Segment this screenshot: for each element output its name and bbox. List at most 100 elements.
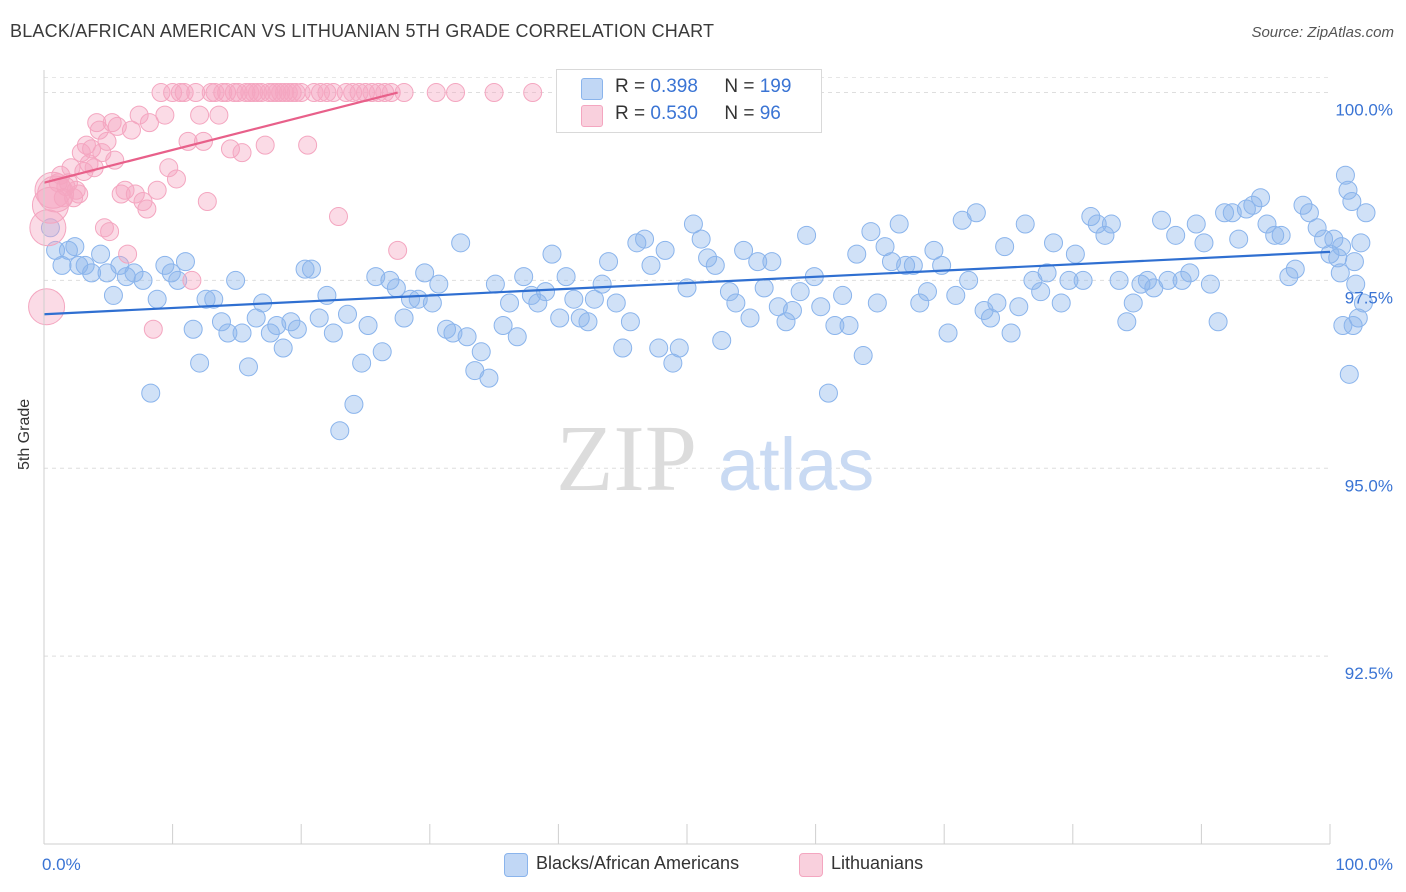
- point-blacks: [1356, 203, 1376, 223]
- point-lithuanians: [426, 83, 446, 103]
- point-blacks: [881, 252, 901, 272]
- point-lithuanians: [28, 288, 66, 326]
- stats-text-lithuanians: R = 0.530 N = 96: [615, 103, 791, 125]
- point-lithuanians: [64, 188, 84, 208]
- point-lithuanians: [105, 150, 125, 170]
- point-blacks: [705, 255, 725, 275]
- point-blacks: [218, 323, 238, 343]
- point-blacks: [599, 252, 619, 272]
- point-lithuanians: [66, 180, 86, 200]
- point-blacks: [273, 338, 293, 358]
- point-lithuanians: [163, 83, 183, 103]
- trend-line-blacks: [43, 250, 1331, 316]
- watermark-atlas: atlas: [718, 423, 874, 506]
- point-lithuanians: [76, 135, 96, 155]
- point-blacks: [260, 323, 280, 343]
- point-lithuanians: [209, 105, 229, 125]
- point-lithuanians: [139, 113, 159, 133]
- point-blacks: [422, 293, 442, 313]
- point-blacks: [776, 312, 796, 332]
- r-label: R =: [615, 103, 646, 124]
- point-lithuanians: [79, 154, 99, 174]
- point-lithuanians: [111, 184, 131, 204]
- point-lithuanians: [228, 83, 248, 103]
- point-lithuanians: [121, 120, 141, 140]
- point-lithuanians: [82, 139, 102, 159]
- point-blacks: [1051, 293, 1071, 313]
- point-blacks: [669, 338, 689, 358]
- stats-swatch-blacks: [581, 78, 603, 100]
- point-blacks: [91, 244, 111, 264]
- point-blacks: [762, 252, 782, 272]
- point-blacks: [867, 293, 887, 313]
- point-blacks: [1243, 195, 1263, 215]
- point-blacks: [966, 203, 986, 223]
- point-lithuanians: [317, 83, 337, 103]
- point-blacks: [1194, 233, 1214, 253]
- point-blacks: [1236, 199, 1256, 219]
- point-blacks: [204, 289, 224, 309]
- n-value: 96: [759, 103, 781, 124]
- point-blacks: [287, 319, 307, 339]
- point-blacks: [133, 270, 153, 290]
- point-blacks: [1081, 207, 1101, 227]
- point-blacks: [592, 274, 612, 294]
- trend-lines: [43, 91, 1331, 316]
- point-blacks: [408, 289, 428, 309]
- point-blacks: [1073, 270, 1093, 290]
- point-blacks: [1265, 225, 1285, 245]
- point-blacks: [825, 315, 845, 335]
- legend-swatch-lithuanians: [799, 853, 823, 877]
- point-blacks: [352, 353, 372, 373]
- point-lithuanians: [147, 180, 167, 200]
- point-blacks: [1353, 293, 1373, 313]
- point-blacks: [584, 289, 604, 309]
- point-blacks: [175, 252, 195, 272]
- y-tick-label: 95.0%: [1345, 476, 1393, 495]
- point-blacks: [493, 315, 513, 335]
- point-lithuanians: [190, 105, 210, 125]
- point-blacks: [500, 293, 520, 313]
- point-blacks: [536, 282, 556, 302]
- point-blacks: [740, 308, 760, 328]
- point-lithuanians: [182, 270, 202, 290]
- r-value: 0.398: [650, 76, 698, 97]
- trend-line-lithuanians: [43, 91, 398, 184]
- point-lithuanians: [446, 83, 466, 103]
- stats-swatch-lithuanians: [581, 105, 603, 127]
- legend-label-lithuanians: Lithuanians: [831, 853, 924, 873]
- chart-title: BLACK/AFRICAN AMERICAN VS LITHUANIAN 5TH…: [10, 21, 715, 41]
- point-lithuanians: [232, 143, 252, 163]
- point-blacks: [82, 263, 102, 283]
- point-blacks: [1109, 270, 1129, 290]
- y-tick-label: 92.5%: [1345, 664, 1393, 683]
- point-blacks: [183, 319, 203, 339]
- point-blacks: [358, 315, 378, 335]
- point-blacks: [924, 240, 944, 260]
- point-blacks: [65, 237, 85, 257]
- point-lithuanians: [220, 139, 240, 159]
- point-blacks: [1330, 263, 1350, 283]
- point-blacks: [457, 327, 477, 347]
- point-blacks: [267, 315, 287, 335]
- point-blacks: [896, 255, 916, 275]
- point-blacks: [641, 255, 661, 275]
- source-label: Source: ZipAtlas.com: [1251, 24, 1394, 41]
- point-lithuanians: [197, 192, 217, 212]
- point-lithuanians: [255, 135, 275, 155]
- point-blacks: [1332, 237, 1352, 257]
- point-blacks: [451, 233, 471, 253]
- point-blacks: [58, 240, 78, 260]
- point-blacks: [1344, 252, 1364, 272]
- point-blacks: [330, 421, 350, 441]
- point-blacks: [606, 293, 626, 313]
- point-blacks: [797, 225, 817, 245]
- point-lithuanians: [129, 105, 149, 125]
- point-blacks: [734, 240, 754, 260]
- point-blacks: [946, 285, 966, 305]
- point-lithuanians: [217, 83, 237, 103]
- point-blacks: [1348, 308, 1368, 328]
- point-blacks: [1015, 214, 1035, 234]
- point-blacks: [698, 248, 718, 268]
- point-blacks: [1222, 203, 1242, 223]
